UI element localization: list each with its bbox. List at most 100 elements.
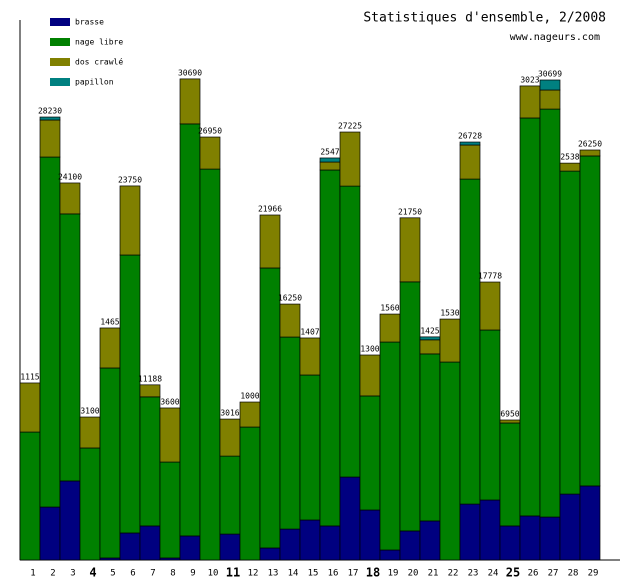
bar-segment <box>299 337 321 376</box>
x-tick-label: 16 <box>328 569 339 579</box>
x-tick-label: 11 <box>226 566 240 580</box>
bar-segment <box>499 419 521 424</box>
total-label: 1115 <box>20 372 39 381</box>
total-label: 24100 <box>58 172 82 181</box>
bar-segment <box>39 119 61 158</box>
bar-segment <box>319 157 341 163</box>
bar-segment <box>139 396 161 527</box>
bar-segment <box>539 79 561 91</box>
bar-segment <box>359 395 381 511</box>
bar-segment <box>259 214 281 269</box>
bar-segment <box>199 168 221 561</box>
bar-segment <box>59 480 81 561</box>
total-label: 1530 <box>440 309 459 318</box>
legend-label: brasse <box>75 18 104 27</box>
total-label: 28230 <box>38 107 62 116</box>
bar-segment <box>159 407 181 463</box>
bar-segment <box>439 361 461 561</box>
bar-segment <box>559 162 581 172</box>
bar-segment <box>339 131 361 187</box>
chart-subtitle: www.nageurs.com <box>510 32 600 43</box>
bar-segment <box>159 461 181 559</box>
x-tick-label: 7 <box>150 569 155 579</box>
bar-segment <box>479 281 501 331</box>
bar-segment <box>179 535 201 561</box>
bar-segment <box>379 549 401 561</box>
x-tick-label: 18 <box>366 566 380 580</box>
total-label: 1465 <box>100 317 119 326</box>
bar-segment <box>139 384 161 398</box>
total-label: 1560 <box>380 304 399 313</box>
x-tick-label: 24 <box>488 569 499 579</box>
bar-segment <box>419 336 441 341</box>
bar-segment <box>519 515 541 561</box>
bar-segment <box>519 117 541 517</box>
total-label: 21966 <box>258 205 282 214</box>
x-tick-label: 28 <box>568 569 579 579</box>
bar-segment <box>279 303 301 338</box>
total-label: 30699 <box>538 70 562 79</box>
bar-segment <box>199 136 221 170</box>
x-tick-label: 9 <box>190 569 195 579</box>
bar-segment <box>459 178 481 505</box>
total-label: 26728 <box>458 132 482 141</box>
bar-segment <box>419 339 441 355</box>
bar-segment <box>339 476 361 561</box>
bar-segment <box>519 85 541 119</box>
total-label: 1425 <box>420 326 439 335</box>
x-tick-label: 12 <box>248 569 259 579</box>
bar-segment <box>499 525 521 561</box>
total-label: 26250 <box>578 140 602 149</box>
bar-segment <box>479 499 501 561</box>
bar-segment <box>379 341 401 551</box>
bar-segment <box>119 254 141 534</box>
x-tick-label: 25 <box>506 566 520 580</box>
bar-segment <box>119 532 141 561</box>
bar-segment <box>359 509 381 561</box>
bar-segment <box>19 382 41 433</box>
bar-segment <box>299 374 321 521</box>
x-tick-label: 15 <box>308 569 319 579</box>
bar-segment <box>219 455 241 535</box>
total-label: 6950 <box>500 410 519 419</box>
total-label: 3100 <box>80 407 99 416</box>
x-tick-label: 2 <box>50 569 55 579</box>
bar-segment <box>259 547 281 561</box>
x-tick-label: 17 <box>348 569 359 579</box>
bar-segment <box>399 530 421 561</box>
bar-segment <box>319 169 341 527</box>
total-label: 23750 <box>118 175 142 184</box>
x-tick-label: 6 <box>130 569 135 579</box>
bar-segment <box>419 353 441 522</box>
total-label: 3600 <box>160 397 179 406</box>
bar-segment <box>399 217 421 283</box>
total-label: 26950 <box>198 127 222 136</box>
bar-segment <box>539 89 561 110</box>
x-tick-label: 22 <box>448 569 459 579</box>
total-label: 30690 <box>178 68 202 77</box>
x-tick-label: 13 <box>268 569 279 579</box>
total-label: 3023 <box>520 75 539 84</box>
x-tick-label: 26 <box>528 569 539 579</box>
x-tick-label: 4 <box>89 566 96 580</box>
bar-segment <box>419 520 441 561</box>
total-label: 21750 <box>398 207 422 216</box>
bar-segment <box>299 519 321 561</box>
x-tick-label: 5 <box>110 569 115 579</box>
bar-segment <box>179 123 201 537</box>
legend-label: nage libre <box>75 38 123 47</box>
total-label: 17778 <box>478 272 502 281</box>
legend-label: papillon <box>75 78 114 87</box>
bar-segment <box>459 141 481 146</box>
bar-segment <box>499 422 521 527</box>
bar-segment <box>559 170 581 495</box>
bar-segment <box>39 116 61 121</box>
total-label: 1000 <box>240 392 259 401</box>
x-tick-label: 19 <box>388 569 399 579</box>
total-label: 16250 <box>278 294 302 303</box>
total-label: 2547 <box>320 147 339 156</box>
bar-segment <box>319 525 341 561</box>
bar-segment <box>579 485 601 561</box>
bar-segment <box>239 401 261 428</box>
